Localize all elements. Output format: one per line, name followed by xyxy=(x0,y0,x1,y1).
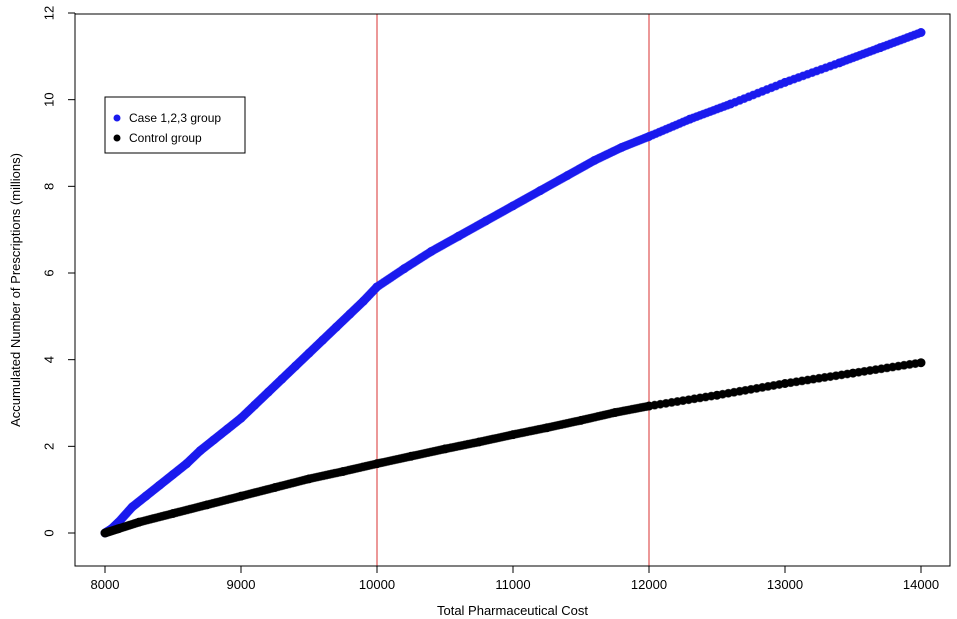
y-axis: 0 2 4 6 8 10 12 xyxy=(41,6,76,537)
series-case-group xyxy=(100,28,926,538)
x-tick-label: 8000 xyxy=(91,577,120,592)
x-tick-label: 13000 xyxy=(767,577,803,592)
y-tick-label: 2 xyxy=(41,443,56,450)
x-tick-label: 9000 xyxy=(227,577,256,592)
legend-swatch-control-group xyxy=(113,134,121,142)
reference-lines xyxy=(376,14,650,566)
data-point xyxy=(916,28,926,37)
legend-label-control-group: Control group xyxy=(129,131,202,145)
x-axis-title: Total Pharmaceutical Cost xyxy=(437,603,588,618)
y-axis-title: Accumulated Number of Prescriptions (mil… xyxy=(8,153,23,427)
legend-swatch-case-group xyxy=(113,114,121,122)
x-tick-label: 11000 xyxy=(495,577,530,592)
legend-box xyxy=(104,96,246,154)
x-tick-label: 14000 xyxy=(903,577,939,592)
y-tick-label: 4 xyxy=(41,356,56,363)
y-tick-label: 0 xyxy=(41,529,56,536)
legend-label-case-group: Case 1,2,3 group xyxy=(129,111,221,125)
x-axis: 8000 9000 10000 11000 12000 13000 14000 xyxy=(91,565,939,592)
y-tick-label: 12 xyxy=(41,6,56,20)
y-tick-label: 8 xyxy=(41,183,56,190)
y-tick-label: 6 xyxy=(41,269,56,276)
series-control-group xyxy=(100,358,926,538)
x-tick-label: 12000 xyxy=(631,577,667,592)
y-tick-label: 10 xyxy=(41,92,56,106)
legend: Case 1,2,3 group Control group xyxy=(104,96,246,154)
x-tick-label: 10000 xyxy=(359,577,395,592)
series-layer xyxy=(100,28,926,538)
data-point xyxy=(916,358,926,368)
